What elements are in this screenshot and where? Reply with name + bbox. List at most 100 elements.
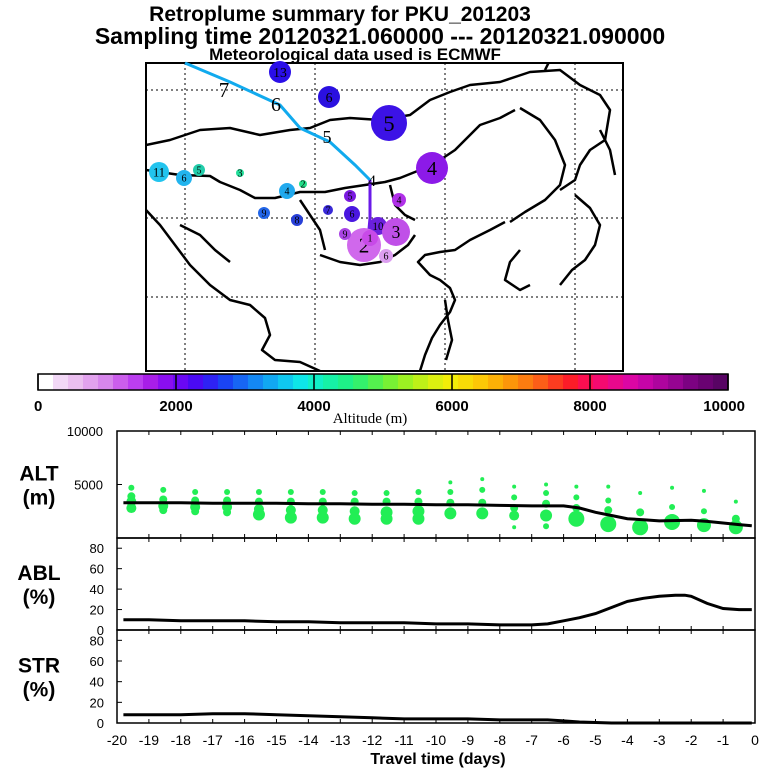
panel-frame xyxy=(116,629,756,724)
colorbar-swatch xyxy=(98,374,114,390)
alt-data-point xyxy=(479,486,486,493)
colorbar-swatch xyxy=(158,374,174,390)
colorbar-swatch xyxy=(278,374,294,390)
alt-data-point xyxy=(733,499,738,504)
track-label: 7 xyxy=(219,78,230,102)
colorbar-swatch xyxy=(323,374,339,390)
cluster-label: 7 xyxy=(326,206,331,217)
cluster-marker: 3 xyxy=(236,169,244,180)
alt-data-point xyxy=(700,508,707,515)
alt-data-point xyxy=(126,503,137,514)
alt-data-point xyxy=(670,485,675,490)
x-tick-label: 0 xyxy=(751,732,759,748)
cluster-marker: 4 xyxy=(279,183,295,199)
colorbar-swatch xyxy=(458,374,474,390)
colorbar-swatch xyxy=(503,374,519,390)
alt-data-point xyxy=(448,480,453,485)
alt-data-point xyxy=(604,506,613,515)
colorbar-swatch xyxy=(53,374,69,390)
x-tick-label: -17 xyxy=(203,732,223,748)
cluster-label: 4 xyxy=(427,158,437,180)
cluster-marker: 6 xyxy=(379,249,393,263)
cluster-dot xyxy=(236,169,244,177)
colorbar-swatch xyxy=(383,374,399,390)
alt-data-point xyxy=(444,507,457,520)
x-tick-label: -1 xyxy=(717,732,730,748)
x-tick-label: -13 xyxy=(330,732,350,748)
alt-data-point xyxy=(512,484,517,489)
cluster-label: 5 xyxy=(348,192,353,203)
colorbar-swatch xyxy=(353,374,369,390)
cluster-label: 10 xyxy=(372,221,384,233)
cluster-label: 4 xyxy=(285,187,290,198)
alt-data-point xyxy=(191,507,200,516)
cluster-label: 8 xyxy=(295,216,300,227)
colorbar-swatch xyxy=(563,374,579,390)
x-axis-label: Travel time (days) xyxy=(370,751,505,768)
cluster-dot xyxy=(344,190,356,202)
alt-data-point xyxy=(348,512,361,525)
x-tick-label: -18 xyxy=(171,732,191,748)
y-tick-label: 60 xyxy=(90,654,104,669)
cluster-marker: 4 xyxy=(416,152,448,184)
cluster-marker: 8 xyxy=(291,214,303,227)
alt-data-point xyxy=(605,497,612,504)
y-tick-label: 0 xyxy=(97,623,104,638)
panel-unit-label: (%) xyxy=(23,586,56,609)
x-tick-label: -20 xyxy=(107,732,127,748)
colorbar-swatch xyxy=(668,374,684,390)
cluster-dot xyxy=(382,218,410,246)
x-tick-label: -7 xyxy=(525,732,538,748)
colorbar-swatch xyxy=(548,374,564,390)
alt-data-point xyxy=(544,482,549,487)
x-tick-label: -9 xyxy=(462,732,475,748)
cluster-marker: 6 xyxy=(318,86,340,108)
colorbar-tick-label: 0 xyxy=(34,398,42,415)
cluster-label: 6 xyxy=(384,252,389,263)
alt-data-point xyxy=(255,488,262,495)
cluster-marker: 5 xyxy=(371,105,407,141)
cluster-label: 3 xyxy=(392,222,401,242)
y-tick-label: 5000 xyxy=(74,478,103,493)
panel-label: ABL xyxy=(17,562,60,585)
colorbar-tick-label: 4000 xyxy=(297,398,330,415)
y-tick-label: 20 xyxy=(90,603,104,618)
alt-data-point xyxy=(669,503,676,510)
colorbar-swatch xyxy=(368,374,384,390)
colorbar-tick-label: 10000 xyxy=(703,398,745,415)
alt-data-point xyxy=(316,511,329,524)
title-line-3: Meteorological data used is ECMWF xyxy=(209,45,501,64)
colorbar-swatch xyxy=(203,374,219,390)
y-tick-label: 80 xyxy=(90,633,104,648)
plume-track-line xyxy=(184,61,372,182)
coastline-borders xyxy=(146,63,617,371)
x-tick-label: -6 xyxy=(557,732,570,748)
x-tick-label: -10 xyxy=(426,732,446,748)
y-tick-label: 40 xyxy=(90,582,104,597)
cluster-label: 6 xyxy=(182,174,187,185)
alt-data-point xyxy=(223,508,232,517)
cluster-dot xyxy=(362,230,378,246)
alt-data-point xyxy=(284,511,297,524)
alt-data-point xyxy=(540,509,553,522)
cluster-dot xyxy=(344,206,360,222)
colorbar-swatch xyxy=(428,374,444,390)
cluster-label: 2 xyxy=(359,233,370,257)
cluster-dot xyxy=(371,105,407,141)
alt-data-point xyxy=(476,507,489,520)
colorbar-swatch xyxy=(188,374,204,390)
colorbar-swatch xyxy=(698,374,714,390)
alt-data-point xyxy=(383,490,390,497)
colorbar-swatch xyxy=(68,374,84,390)
cluster-dot xyxy=(291,214,303,226)
cluster-marker: 6 xyxy=(344,206,360,222)
colorbar-swatch xyxy=(308,374,324,390)
cluster-dot xyxy=(416,152,448,184)
cluster-marker: 13 xyxy=(269,61,291,83)
y-tick-label: 80 xyxy=(90,541,104,556)
alt-data-point xyxy=(574,484,579,489)
x-tick-label: -16 xyxy=(234,732,254,748)
panel-frame xyxy=(116,537,756,631)
colorbar-swatch xyxy=(443,374,459,390)
cluster-marker: 9 xyxy=(339,228,351,241)
